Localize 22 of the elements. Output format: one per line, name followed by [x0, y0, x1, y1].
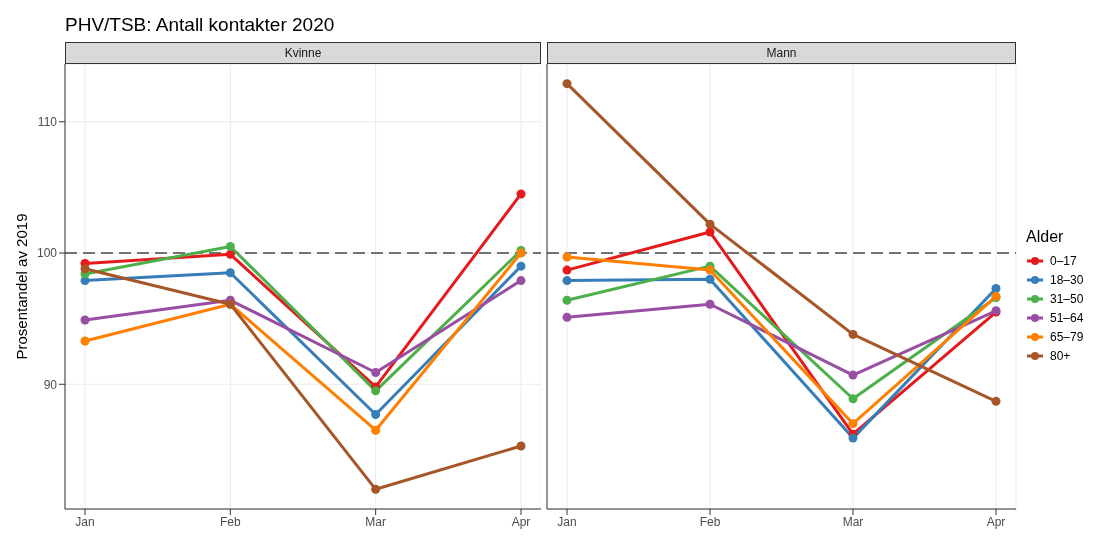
x-tick-label: Jan [557, 514, 577, 529]
legend-label: 80+ [1050, 349, 1071, 363]
y-tick-label: 90 [43, 377, 58, 392]
chart-subtitle: Kvinne [65, 42, 541, 64]
legend-label: 65–79 [1050, 330, 1084, 344]
y-axis-title: Prosentandel av 2019 [13, 213, 31, 360]
x-tick-label: Jan [75, 514, 95, 529]
legend-label: 18–30 [1050, 273, 1084, 287]
chart-title: PHV/TSB: Antall kontakter 2020 [64, 13, 336, 37]
legend-label: 51–64 [1050, 311, 1084, 325]
legend-label: 0–17 [1050, 254, 1077, 268]
x-tick-label: Mar [365, 514, 386, 529]
legend-title: Alder [1026, 227, 1065, 246]
chart-subtitle: Mann [547, 42, 1016, 64]
x-tick-label: Mar [842, 514, 864, 529]
x-tick-label: Apr [986, 514, 1006, 529]
legend-label: 31–50 [1050, 292, 1084, 306]
x-tick-label: Feb [219, 514, 241, 529]
y-tick-label: 110 [37, 115, 58, 130]
x-tick-label: Feb [699, 514, 721, 529]
x-tick-label: Apr [511, 514, 531, 529]
y-tick-label: 100 [36, 246, 58, 261]
